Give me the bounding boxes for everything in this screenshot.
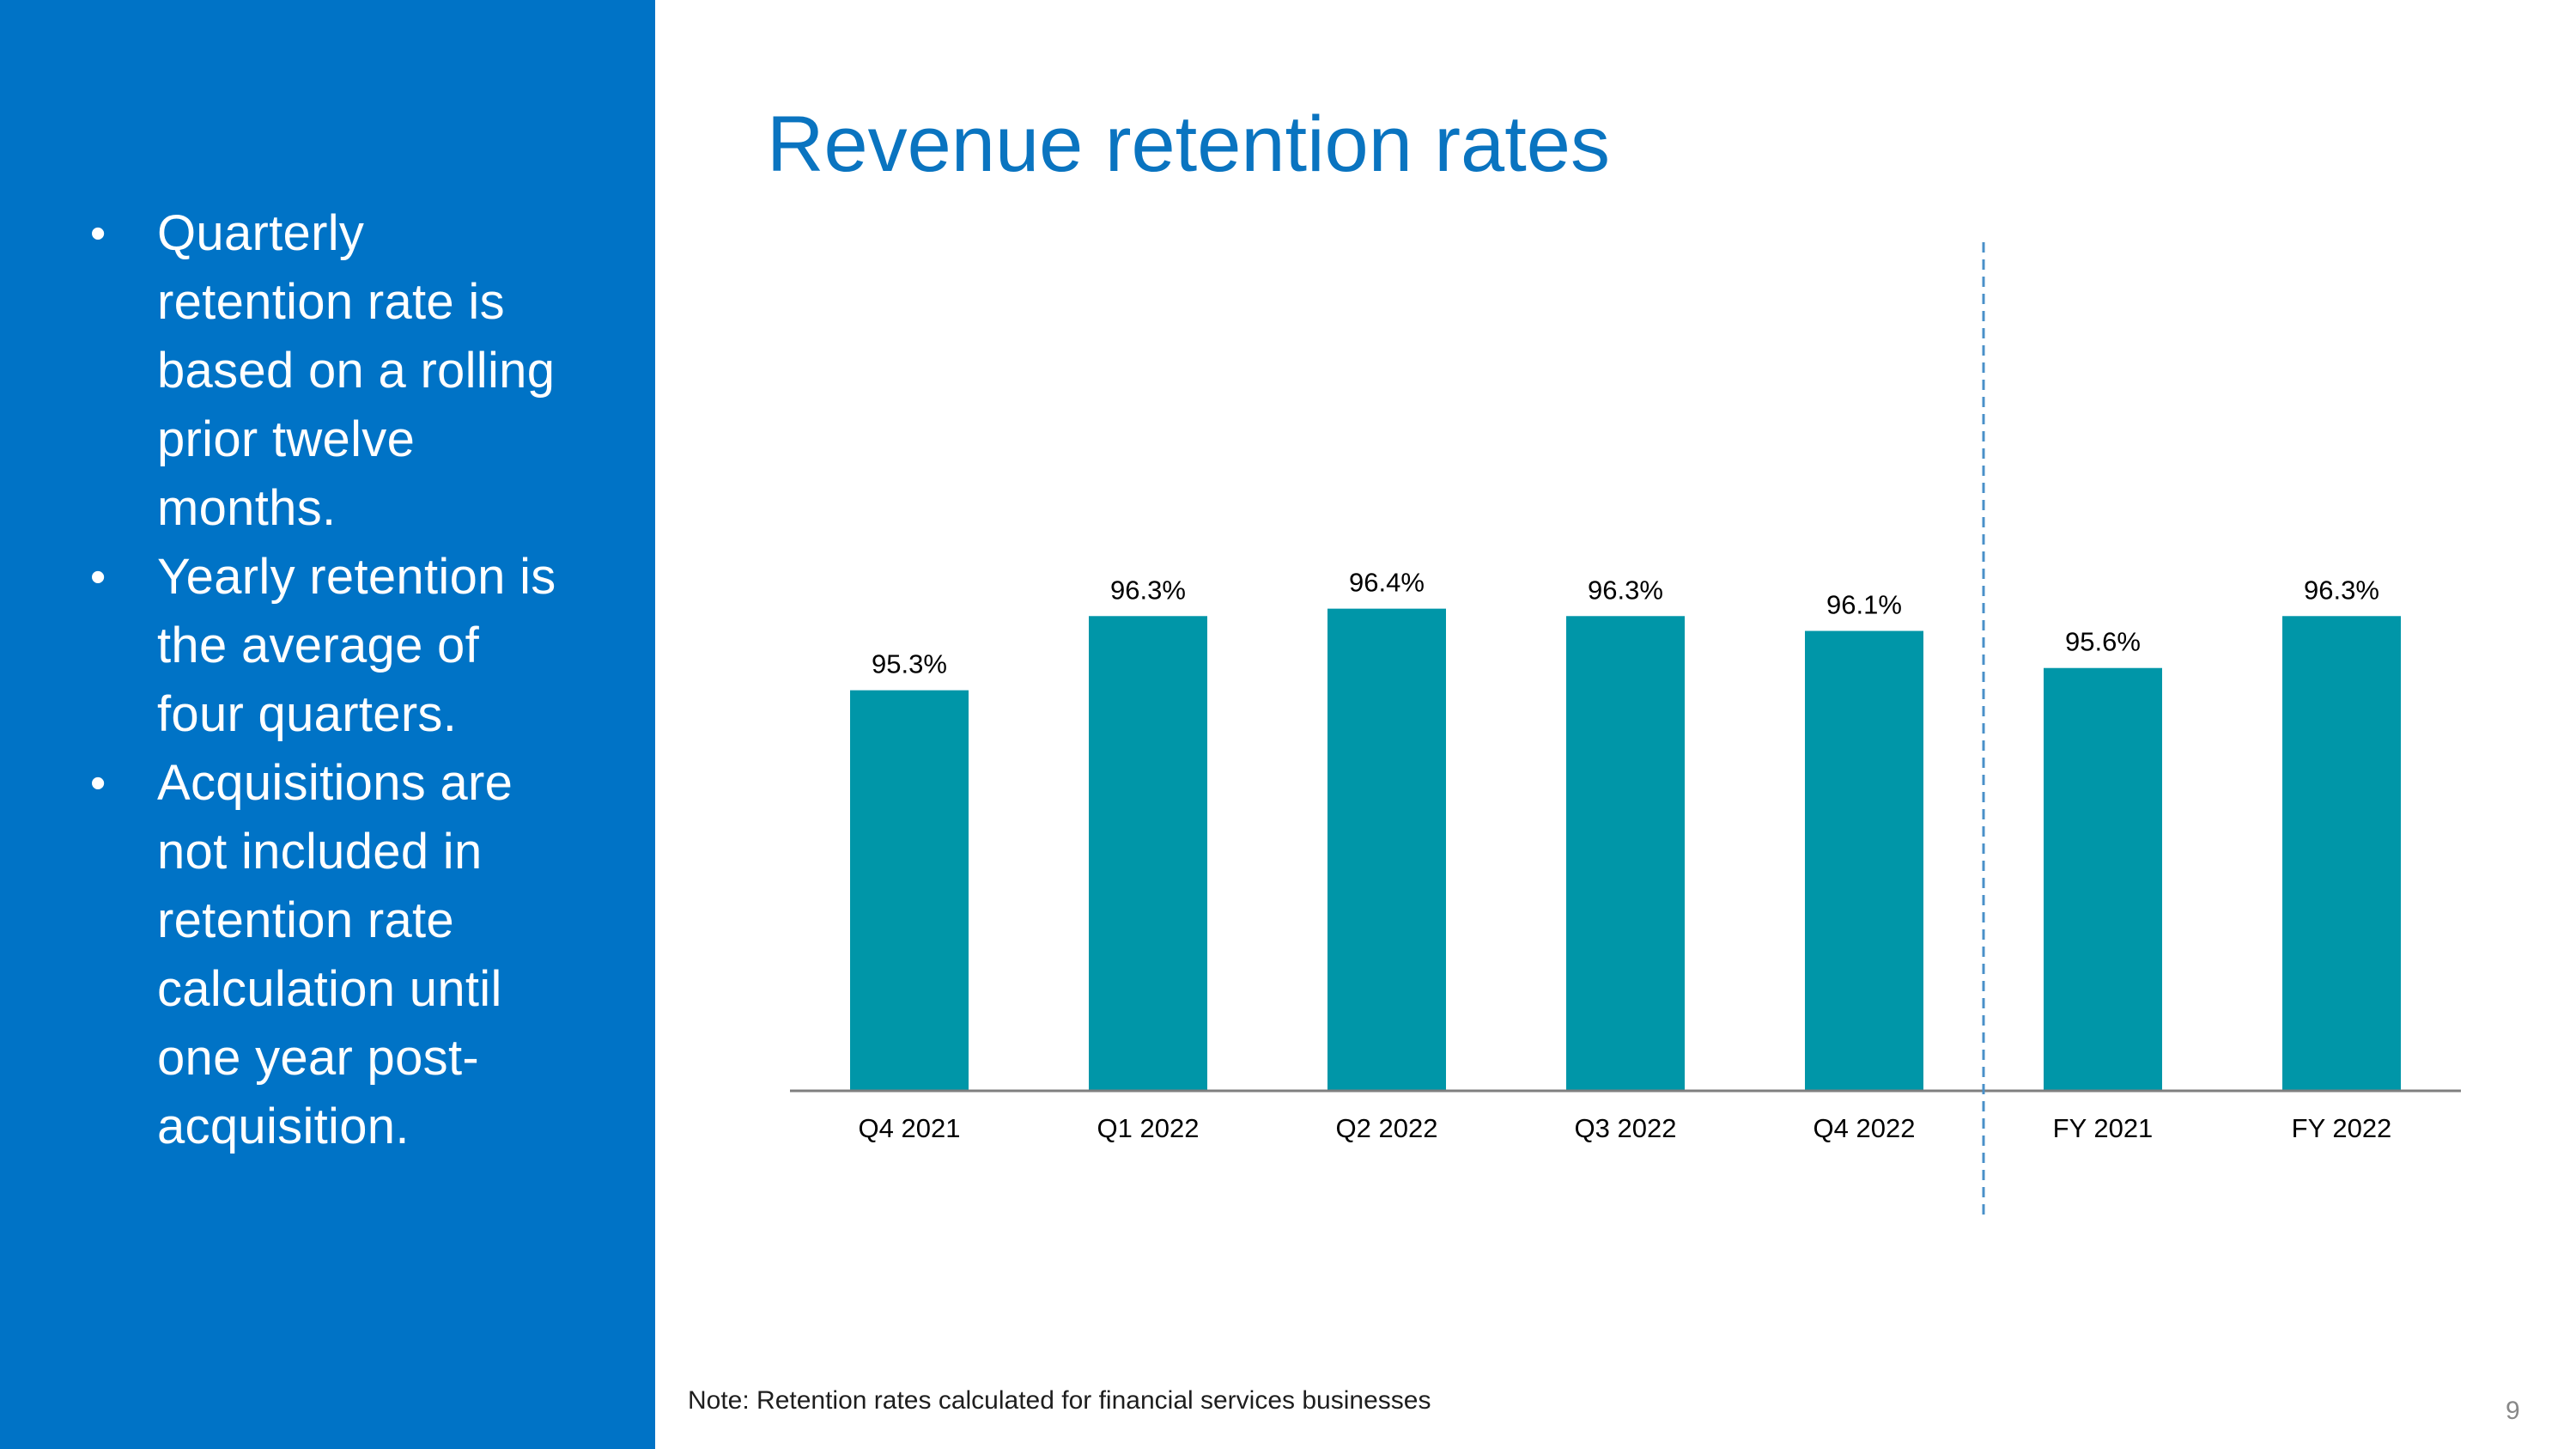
category-label: Q4 2022 [1814, 1113, 1916, 1143]
bullet-text: Yearly retention is the average of four … [157, 549, 556, 742]
category-label: FY 2022 [2292, 1113, 2392, 1143]
slide-title: Revenue retention rates [767, 100, 1610, 188]
bullet-item: • Yearly retention is the average of fou… [90, 543, 571, 749]
value-label: 96.3% [1588, 575, 1663, 605]
bullet-marker: • [90, 209, 106, 259]
footnote: Note: Retention rates calculated for fin… [688, 1386, 1431, 1415]
value-label: 96.1% [1826, 590, 1902, 620]
page-number: 9 [2506, 1397, 2520, 1425]
category-label: Q2 2022 [1336, 1113, 1438, 1143]
bullet-list: • Quarterly retention rate is based on a… [90, 199, 571, 1161]
bullet-text: Acquisitions are not included in retenti… [157, 755, 513, 1154]
category-label: FY 2021 [2053, 1113, 2154, 1143]
value-label: 95.6% [2065, 627, 2141, 657]
chart-bars [850, 608, 2401, 1091]
value-label: 96.4% [1349, 568, 1425, 598]
chart-category-labels: Q4 2021 Q1 2022 Q2 2022 Q3 2022 Q4 2022 FY 20… [859, 1113, 2392, 1143]
bullet-marker: • [90, 552, 106, 602]
category-label: Q4 2021 [859, 1113, 961, 1143]
bullet-marker: • [90, 758, 106, 808]
value-label: 95.3% [872, 649, 947, 679]
bar-q3-2022 [1566, 616, 1685, 1091]
category-label: Q1 2022 [1097, 1113, 1200, 1143]
category-label: Q3 2022 [1575, 1113, 1677, 1143]
bar-fy-2022 [2282, 616, 2401, 1091]
bar-q4-2021 [850, 690, 969, 1091]
bar-fy-2021 [2044, 667, 2162, 1091]
bar-q2-2022 [1327, 608, 1446, 1091]
bar-q1-2022 [1089, 616, 1207, 1091]
value-label: 96.3% [2304, 575, 2379, 605]
bullet-item: • Quarterly retention rate is based on a… [90, 199, 571, 543]
chart-value-labels: 95.3% 96.3% 96.4% 96.3% 96.1% 95.6% 96.3% [872, 568, 2379, 679]
bullet-text: Quarterly retention rate is based on a r… [157, 205, 556, 536]
value-label: 96.3% [1110, 575, 1186, 605]
bar-q4-2022 [1805, 630, 1923, 1091]
sidebar-panel: • Quarterly retention rate is based on a… [0, 0, 655, 1449]
bullet-item: • Acquisitions are not included in reten… [90, 749, 571, 1161]
